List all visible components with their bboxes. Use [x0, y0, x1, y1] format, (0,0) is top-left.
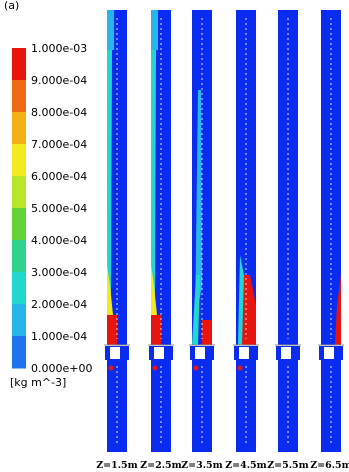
colorbar-tick-label: 3.000e-04	[31, 266, 87, 279]
panel-letter: (a)	[4, 0, 19, 12]
transition-gap	[110, 347, 120, 359]
plume-red	[107, 315, 117, 345]
contour-column: Z=6.5m	[310, 10, 349, 471]
column-label: Z=3.5m	[181, 460, 222, 471]
colorbar-tick-label: 9.000e-04	[31, 74, 87, 87]
colorbar-band	[12, 208, 26, 241]
contour-columns: Z=1.5m Z=2.5m Z=3.5m Z=4.5m Z=5.5m Z=6.5m	[96, 10, 349, 471]
hotspot	[237, 365, 243, 371]
colorbar-tick-label: 4.000e-04	[31, 234, 87, 247]
plume-cyan	[151, 50, 156, 325]
colorbar-band	[12, 336, 26, 369]
contour-column: Z=3.5m	[181, 10, 223, 471]
colorbar-band	[12, 176, 26, 209]
upper-section	[151, 10, 171, 345]
column-label: Z=5.5m	[267, 460, 308, 471]
column-label: Z=6.5m	[310, 460, 349, 471]
colorbar-band	[12, 80, 26, 113]
colorbar-band	[12, 304, 26, 337]
colorbar: 1.000e-03 9.000e-04 8.000e-04 7.000e-04 6.00…	[12, 42, 92, 375]
hotspot	[152, 365, 158, 371]
contour-column: Z=1.5m	[96, 10, 138, 471]
colorbar-band	[12, 48, 26, 81]
plume-cyan	[107, 50, 112, 325]
colorbar-tick-label: 8.000e-04	[31, 106, 87, 119]
transition-gap	[154, 347, 164, 359]
plume-light	[195, 90, 202, 325]
transition-gap	[281, 347, 291, 359]
plume-red	[242, 275, 256, 345]
colorbar-tick-label: 0.000e+00	[31, 362, 92, 375]
column-label: Z=4.5m	[225, 460, 266, 471]
column-label: Z=1.5m	[96, 460, 137, 471]
upper-section	[278, 10, 298, 345]
colorbar-tick-label: 2.000e-04	[31, 298, 87, 311]
colorbar-band	[12, 240, 26, 273]
contour-column: Z=4.5m	[225, 10, 267, 471]
transition-gap	[195, 347, 205, 359]
colorbar-tick-label: 1.000e-04	[31, 330, 87, 343]
contour-column: Z=5.5m	[267, 10, 309, 471]
colorbar-tick-label: 5.000e-04	[31, 202, 87, 215]
colorbar-tick-label: 6.000e-04	[31, 170, 87, 183]
plume-cyan	[192, 275, 200, 345]
colorbar-band	[12, 272, 26, 305]
hotspot	[193, 365, 199, 371]
column-label: Z=2.5m	[140, 460, 181, 471]
transition-gap	[324, 347, 334, 359]
upper-section	[321, 10, 341, 345]
contour-column: Z=2.5m	[140, 10, 182, 471]
plume-light	[107, 10, 114, 50]
plume-red	[151, 315, 161, 345]
colorbar-units: [kg m^-3]	[10, 376, 66, 389]
colorbar-band	[12, 144, 26, 177]
plume-cyan	[238, 255, 244, 345]
colorbar-tick-label: 1.000e-03	[31, 42, 87, 55]
plume-light	[151, 10, 158, 50]
plume-red	[202, 320, 212, 345]
hotspot	[108, 365, 114, 371]
colorbar-tick-label: 7.000e-04	[31, 138, 87, 151]
transition-gap	[239, 347, 249, 359]
colorbar-band	[12, 112, 26, 145]
upper-section	[107, 10, 127, 345]
plume-red	[335, 275, 341, 345]
